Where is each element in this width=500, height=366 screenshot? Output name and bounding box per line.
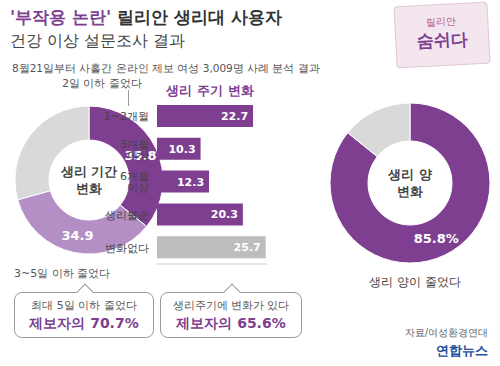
svg-text:85.8%: 85.8% <box>414 231 459 246</box>
html-text:건강 이상 설문조사 결과: 건강 이상 설문조사 결과 <box>10 31 186 50</box>
html-text:8월21일부터 사흘간 온라인 제보 여성 3,009명 사: 8월21일부터 사흘간 온라인 제보 여성 3,009명 사례 분석 결과 <box>12 62 320 74</box>
svg-text:생리불순: 생리불순 <box>105 209 149 222</box>
svg-text:25.7: 25.7 <box>234 241 261 254</box>
svg-text:변화없다: 변화없다 <box>105 242 149 255</box>
html-text:자료/여성환경연대: 자료/여성환경연대 <box>404 327 488 338</box>
svg-text:20.3: 20.3 <box>211 208 238 221</box>
html-text:2일 이하 줄었다: 2일 이하 줄었다 <box>62 77 142 90</box>
html-text:릴리안: 릴리안 <box>426 15 457 28</box>
svg-text:6개월이상: 6개월이상 <box>120 170 149 194</box>
svg-text:34.9: 34.9 <box>61 228 93 243</box>
html-text:생리주기에 변화가 있다: 생리주기에 변화가 있다 <box>172 299 290 312</box>
html-text:3~5일 이하 줄었다: 3~5일 이하 줄었다 <box>14 267 111 280</box>
svg-text:1~2개월: 1~2개월 <box>104 110 149 123</box>
svg-text:10.3: 10.3 <box>168 143 195 156</box>
html-text:연합뉴스: 연합뉴스 <box>436 343 488 358</box>
svg-text:35.8: 35.8 <box>124 148 156 163</box>
html-text:제보자의 70.7%: 제보자의 70.7% <box>29 315 139 331</box>
html-text:생리 양이 줄었다: 생리 양이 줄었다 <box>369 275 461 289</box>
html-text:생리 기간: 생리 기간 <box>60 164 118 179</box>
html-text:변화: 변화 <box>397 184 423 199</box>
html-text:제보자의 65.6%: 제보자의 65.6% <box>176 315 286 331</box>
html-text:변화: 변화 <box>76 181 102 196</box>
html-text:생리 양: 생리 양 <box>388 167 432 182</box>
html-text:생리 주기 변화: 생리 주기 변화 <box>166 83 254 98</box>
html-text:최대 5일 이하 줄었다: 최대 5일 이하 줄었다 <box>31 299 137 312</box>
html-text:숨쉬다: 숨쉬다 <box>416 28 469 52</box>
svg-text:12.3: 12.3 <box>177 176 204 189</box>
svg-text:3개월이상: 3개월이상 <box>120 138 149 162</box>
svg-text:22.7: 22.7 <box>221 110 248 123</box>
html-text:'부작용 논란' 릴리안 생리대 사용자: '부작용 논란' 릴리안 생리대 사용자 <box>10 7 283 27</box>
